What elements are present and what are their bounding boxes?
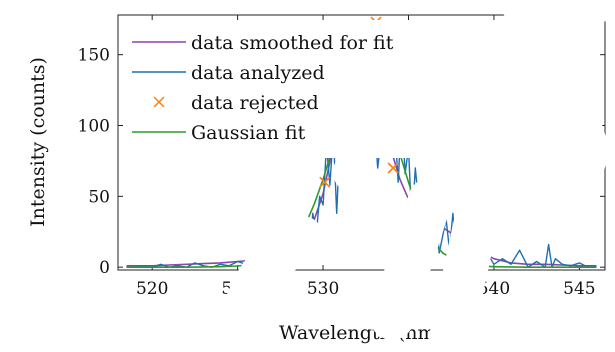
y-axis-label: Intensity (counts) [27, 57, 49, 227]
legend-label-smoothed: data smoothed for fit [191, 32, 394, 54]
y-tick-label: 100 [78, 117, 110, 137]
legend: data smoothed for fit data analyzed data… [124, 20, 444, 158]
x-tick-label: 530 [307, 279, 339, 299]
y-tick-label: 150 [78, 46, 110, 66]
y-tick-label: 50 [88, 187, 110, 207]
x-tick-label: 535 [392, 279, 424, 299]
y-tick-label: 0 [99, 258, 110, 278]
x-axis-label: Wavelength (nm) [279, 322, 443, 344]
legend-label-gaussian: Gaussian fit [191, 122, 306, 144]
legend-swatch-rejected [153, 96, 165, 108]
legend-label-analyzed: data analyzed [191, 62, 325, 84]
x-tick-label: 525 [221, 279, 253, 299]
legend-label-rejected: data rejected [191, 92, 319, 114]
x-tick-label: 545 [563, 279, 595, 299]
rejected-point [319, 176, 331, 188]
x-tick-label: 540 [478, 279, 510, 299]
x-tick-label: 520 [136, 279, 168, 299]
rejected-point [387, 162, 399, 174]
legend-box [124, 20, 444, 158]
